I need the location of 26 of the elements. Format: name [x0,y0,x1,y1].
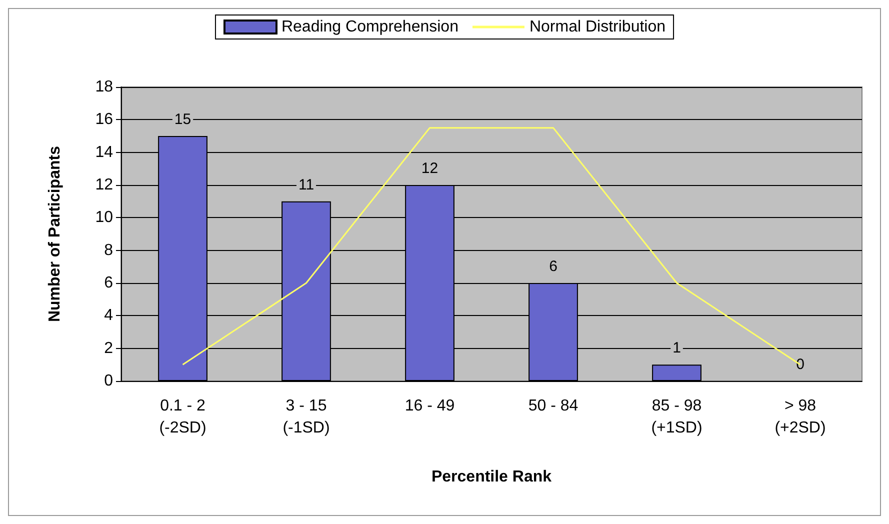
data-label: 6 [549,258,558,275]
y-tick-label: 10 [95,209,114,226]
y-tick-label: 6 [104,274,114,292]
data-label: 12 [421,160,438,177]
x-axis-title: Percentile Rank [431,468,552,486]
data-label: 1 [672,340,681,357]
y-tick-label: 0 [104,372,114,390]
x-tick-label: 3 - 15 (-1SD) [282,398,330,436]
y-tick-label: 16 [95,111,114,128]
legend-label: Reading Comprehension [281,18,458,36]
y-tick-label: 8 [104,242,114,259]
data-label: 15 [174,111,192,128]
y-axis-title: Number of Participants [46,146,64,322]
x-tick-label: 0.1 - 2 (-2SD) [159,398,206,436]
x-tick-label: 85 - 98 (+1SD) [651,398,702,436]
y-tick-label: 2 [104,340,114,357]
data-label: 11 [298,176,314,194]
x-tick-label: 50 - 84 [528,398,578,414]
y-tick-label: 4 [104,307,114,324]
x-tick-label: 16 - 49 [404,398,455,414]
y-tick-label: 14 [95,144,114,161]
data-label: 0 [796,356,804,373]
x-tick-label: > 98 (+2SD) [774,398,826,436]
y-tick-label: 18 [95,78,114,96]
y-tick-label: 12 [95,176,114,194]
legend-label: Normal Distribution [529,18,666,36]
